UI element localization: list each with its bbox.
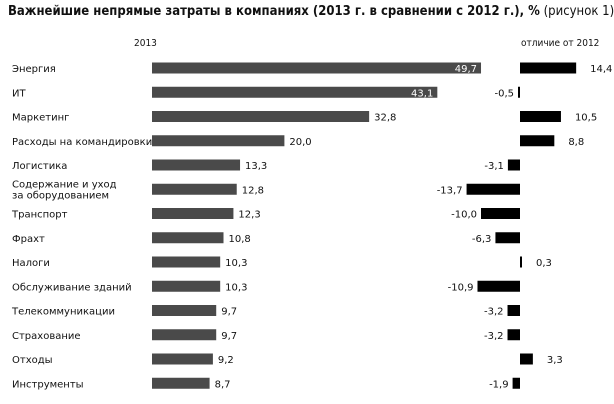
bar-2013-value-label: 43,1 — [411, 88, 433, 99]
category-label: Транспорт — [11, 210, 68, 221]
category-label: Фрахт — [12, 234, 45, 245]
bar-2013-value-label: 8,7 — [215, 379, 231, 390]
bar-diff — [507, 329, 520, 341]
category-label: ИТ — [12, 88, 26, 99]
bar-2013-value-label: 9,7 — [221, 307, 237, 318]
bar-diff-value-label: -1,9 — [489, 379, 509, 390]
chart-title-note: (рисунок 1) — [543, 4, 614, 19]
bar-diff — [520, 111, 561, 122]
bar-2013 — [152, 159, 241, 171]
bar-2013-value-label: 9,2 — [218, 355, 234, 366]
bar-diff-value-label: -10,9 — [448, 282, 474, 293]
bar-2013 — [152, 86, 438, 98]
bar-2013-value-label: 49,7 — [455, 64, 477, 75]
bar-2013 — [152, 208, 234, 219]
category-label: Расходы на командировки — [12, 137, 152, 148]
category-label: Инструменты — [12, 379, 84, 390]
bar-diff-value-label: -3,1 — [484, 161, 504, 172]
bar-diff — [520, 256, 522, 268]
bar-diff — [495, 232, 520, 244]
bar-2013-value-label: 20,0 — [289, 137, 311, 148]
left-column-header: 2013 — [134, 38, 157, 49]
bar-2013 — [152, 329, 217, 341]
bar-diff-value-label: 0,3 — [536, 258, 552, 269]
bar-2013 — [152, 280, 221, 292]
bar-diff — [520, 62, 577, 74]
bar-diff — [507, 305, 520, 316]
bar-2013 — [152, 111, 370, 122]
category-label: Маркетинг — [12, 113, 69, 124]
chart-title-main: Важнейшие непрямые затраты в компаниях (… — [8, 4, 540, 19]
category-label: Обслуживание зданий — [12, 282, 132, 293]
category-label: Энергия — [12, 64, 56, 75]
category-label: Страхование — [12, 331, 81, 342]
bar-diff — [512, 377, 520, 389]
bar-2013-value-label: 9,7 — [221, 331, 237, 342]
bar-2013-value-label: 10,8 — [228, 234, 250, 245]
bar-diff-value-label: -3,2 — [484, 307, 504, 318]
bar-diff-value-label: -13,7 — [437, 185, 463, 196]
bar-diff-value-label: 14,4 — [590, 64, 612, 75]
bar-diff-value-label: 3,3 — [547, 355, 563, 366]
bar-2013-value-label: 32,8 — [374, 113, 396, 124]
category-label: Логистика — [12, 161, 67, 172]
bar-2013 — [152, 232, 224, 244]
bar-diff-value-label: -10,0 — [451, 210, 477, 221]
bar-diff — [481, 208, 520, 219]
bar-2013-value-label: 10,3 — [225, 258, 247, 269]
category-label: Содержание и уход — [12, 179, 117, 190]
bar-2013 — [152, 377, 210, 389]
right-column-header: отличие от 2012 — [521, 38, 600, 49]
bar-2013-value-label: 13,3 — [245, 161, 267, 172]
bar-2013 — [152, 353, 213, 365]
category-label: Отходы — [12, 355, 53, 366]
bar-2013 — [152, 183, 237, 195]
category-label: Налоги — [12, 258, 50, 269]
bar-diff-value-label: -0,5 — [494, 88, 514, 99]
bar-2013-value-label: 10,3 — [225, 282, 247, 293]
bar-diff-value-label: 8,8 — [568, 137, 584, 148]
bar-2013 — [152, 256, 221, 268]
bar-diff — [477, 280, 520, 292]
bar-diff — [520, 353, 533, 365]
chart-title: Важнейшие непрямые затраты в компаниях (… — [8, 4, 614, 19]
bar-diff — [466, 183, 520, 195]
bar-diff-value-label: -6,3 — [472, 234, 492, 245]
category-label: за оборудованием — [12, 190, 109, 201]
bar-2013 — [152, 305, 217, 316]
bar-diff-value-label: 10,5 — [575, 113, 597, 124]
bar-2013 — [152, 62, 482, 74]
bar-diff — [518, 86, 520, 98]
bar-2013 — [152, 135, 285, 147]
bar-diff-value-label: -3,2 — [484, 331, 504, 342]
category-label: Телекоммуникации — [11, 307, 115, 318]
bar-2013-value-label: 12,8 — [242, 185, 264, 196]
bar-2013-value-label: 12,3 — [238, 210, 260, 221]
bar-diff — [520, 135, 555, 147]
bar-diff — [507, 159, 520, 171]
